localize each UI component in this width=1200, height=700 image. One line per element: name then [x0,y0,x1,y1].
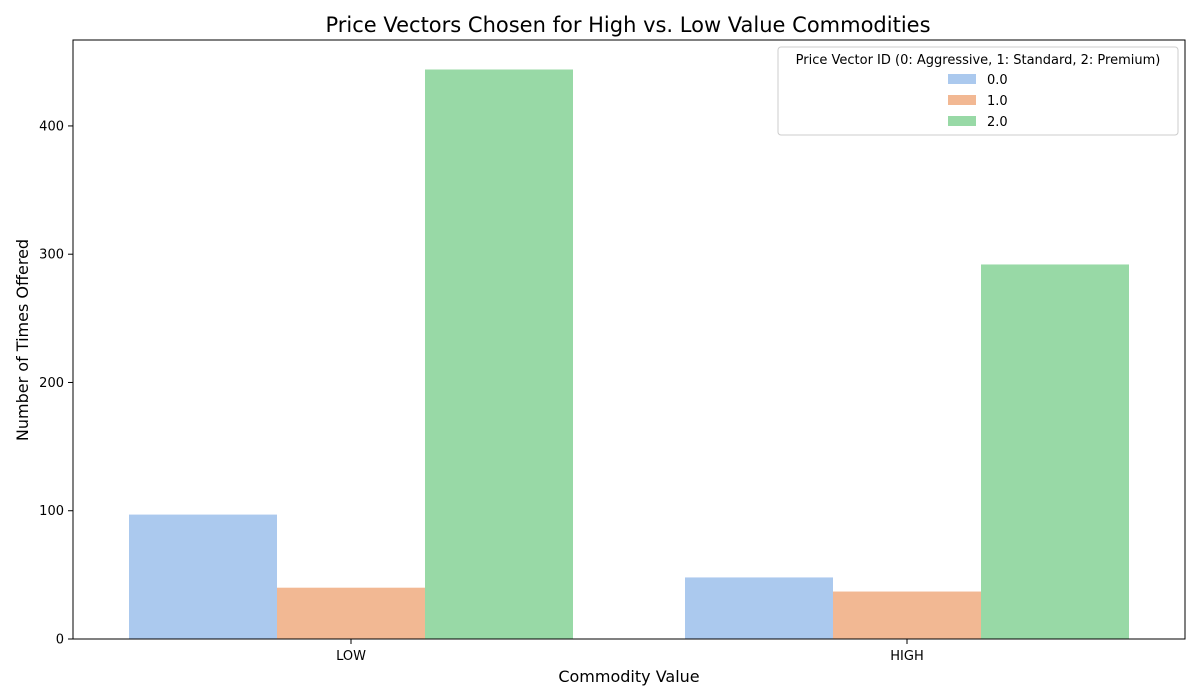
legend-frame [777,46,1179,136]
chart-title: Price Vectors Chosen for High vs. Low Va… [325,13,930,37]
legend-label-1: 1.0 [987,94,1008,109]
bar-low-series-2 [425,69,573,639]
x-axis-label: Commodity Value [558,667,699,686]
bar-high-series-1 [833,591,981,639]
legend-swatch-0 [948,74,976,84]
y-tick-label: 100 [39,504,64,519]
legend-swatch-1 [948,95,976,105]
legend: Price Vector ID (0: Aggressive, 1: Stand… [777,46,1179,136]
x-tick-label-high: HIGH [890,649,923,664]
y-tick-label: 300 [39,248,64,263]
plot-frame [72,39,1186,640]
bar-high-series-0 [685,577,833,639]
y-axis: 0 100 200 300 400 [39,119,73,648]
x-tick-label-low: LOW [336,649,366,664]
legend-label-2: 2.0 [987,115,1008,130]
y-axis-label: Number of Times Offered [13,239,32,441]
bars-group [129,69,1129,639]
x-axis: LOW HIGH [336,639,924,664]
legend-title: Price Vector ID (0: Aggressive, 1: Stand… [796,53,1161,68]
y-tick-label: 0 [56,633,64,648]
bar-high-series-2 [981,264,1129,639]
y-tick-label: 200 [39,376,64,391]
bar-low-series-0 [129,514,277,639]
legend-label-0: 0.0 [987,73,1008,88]
legend-swatch-2 [948,116,976,126]
y-tick-label: 400 [39,119,64,134]
bar-low-series-1 [277,587,425,639]
legend-items: 0.0 1.0 2.0 [948,73,1008,130]
